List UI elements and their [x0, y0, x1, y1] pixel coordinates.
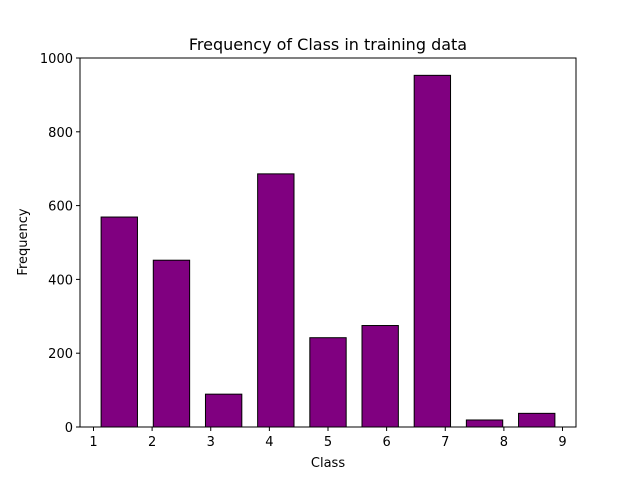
bar-4	[257, 173, 295, 428]
y-tick-label: 1000	[40, 52, 73, 67]
bar-9	[518, 412, 556, 428]
chart-title: Frequency of Class in training data	[189, 35, 467, 54]
bar-1	[100, 216, 138, 428]
bar-8	[465, 419, 504, 428]
y-tick-label: 600	[48, 200, 73, 215]
x-tick-label: 1	[89, 435, 97, 450]
y-tick-label: 200	[48, 347, 73, 362]
x-tick-label: 5	[324, 435, 332, 450]
x-tick-label: 3	[207, 435, 215, 450]
x-tick-label: 6	[382, 435, 390, 450]
x-tick-label: 7	[441, 435, 449, 450]
y-tick-label: 0	[65, 421, 73, 436]
bar-6	[361, 325, 399, 428]
x-tick-label: 9	[558, 435, 566, 450]
bar-3	[204, 393, 243, 428]
y-tick-label: 800	[48, 126, 73, 141]
x-axis-ticks: 1 2 3 4 5 6 7 8 9	[89, 427, 567, 450]
bar-5	[309, 337, 347, 428]
y-axis-label: Frequency	[16, 208, 31, 275]
y-axis-ticks: 0 200 400 600 800 1000	[40, 52, 80, 436]
bar-2	[152, 259, 191, 428]
bars-group	[100, 74, 556, 428]
x-axis-label: Class	[311, 456, 345, 471]
x-tick-label: 4	[265, 435, 273, 450]
x-tick-label: 8	[500, 435, 508, 450]
bar-7	[413, 74, 452, 428]
x-tick-label: 2	[148, 435, 156, 450]
y-tick-label: 400	[48, 273, 73, 288]
